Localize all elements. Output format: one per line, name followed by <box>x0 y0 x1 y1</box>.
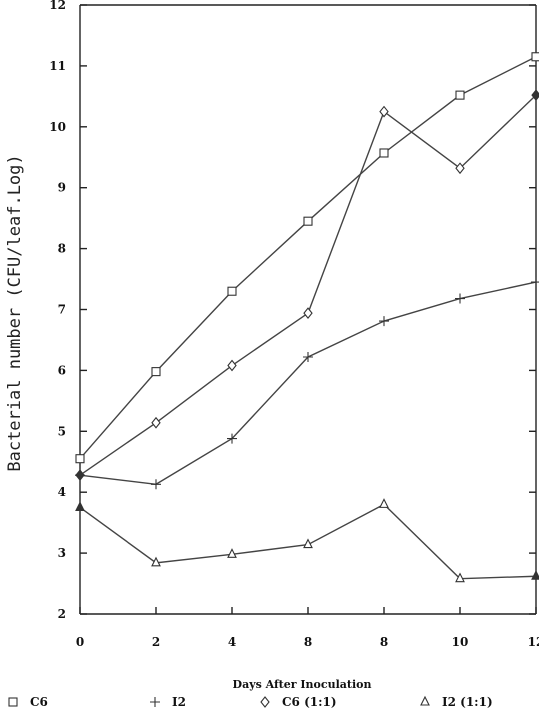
diamond-marker <box>455 162 465 175</box>
plus-marker <box>303 352 313 363</box>
plus-marker <box>227 433 237 444</box>
square-marker <box>303 216 313 226</box>
triangle-marker <box>455 572 465 583</box>
triangle-marker <box>227 548 237 558</box>
diamond-marker <box>227 359 237 372</box>
x-tick-label: 8 <box>304 635 312 649</box>
legend-label: I2 (1:1) <box>442 695 493 709</box>
legend-label: I2 <box>172 695 186 709</box>
y-tick-label: 10 <box>49 120 66 134</box>
square-marker <box>379 148 389 158</box>
series-square <box>75 52 539 464</box>
x-tick-label: 12 <box>528 635 539 649</box>
plus-marker <box>379 316 389 327</box>
legend-label: C6 (1:1) <box>282 695 337 709</box>
diamond-marker <box>75 469 85 482</box>
y-axis-label: Bacterial number (CFU/leaf.Log) <box>5 154 25 471</box>
square-marker <box>531 52 539 62</box>
series-line <box>79 94 537 476</box>
triangle-marker <box>531 570 539 580</box>
plus-marker <box>151 479 161 490</box>
x-tick-label: 0 <box>76 635 84 649</box>
diamond-marker <box>303 307 313 320</box>
series-layer <box>75 52 539 583</box>
y-tick-label: 8 <box>58 242 66 256</box>
y-tick-label: 5 <box>58 424 66 438</box>
y-tick-label: 7 <box>58 303 66 317</box>
triangle-marker <box>75 501 85 511</box>
square-marker <box>455 90 465 100</box>
x-tick-label: 10 <box>452 635 469 649</box>
y-tick-label: 11 <box>49 59 66 73</box>
plus-marker <box>150 697 160 707</box>
x-tick-label: 4 <box>228 635 236 649</box>
triangle-marker <box>151 556 161 567</box>
series-line <box>79 56 537 460</box>
y-tick-label: 9 <box>58 181 66 195</box>
triangle-marker <box>379 498 389 508</box>
y-tick-label: 2 <box>58 607 66 621</box>
series-triangle <box>75 498 539 583</box>
legend: C6 I2 C6 (1:1) I2 (1:1) <box>8 695 493 709</box>
y-axis-ticks: 2 3 4 5 6 7 8 9 10 11 12 <box>49 0 536 621</box>
square-marker <box>151 367 161 377</box>
x-tick-label: 2 <box>152 635 160 649</box>
square-marker <box>227 286 237 296</box>
y-tick-label: 3 <box>58 546 66 560</box>
diamond-marker <box>260 696 270 708</box>
legend-label: C6 <box>30 695 48 709</box>
y-tick-label: 12 <box>49 0 66 12</box>
x-axis-label: Days After Inoculation <box>233 678 372 691</box>
y-tick-label: 6 <box>58 363 66 377</box>
diamond-marker <box>151 416 161 429</box>
y-tick-label: 4 <box>58 485 66 499</box>
triangle-marker <box>303 538 313 549</box>
x-axis-ticks: 0 2 4 8 8 10 12 <box>76 607 539 649</box>
plus-marker <box>531 277 539 288</box>
square-marker <box>75 454 85 464</box>
series-diamond <box>75 89 539 482</box>
diamond-marker <box>379 105 389 118</box>
square-marker <box>8 697 18 707</box>
plus-marker <box>455 293 465 304</box>
triangle-marker <box>420 695 430 706</box>
x-tick-label: 8 <box>380 635 388 649</box>
